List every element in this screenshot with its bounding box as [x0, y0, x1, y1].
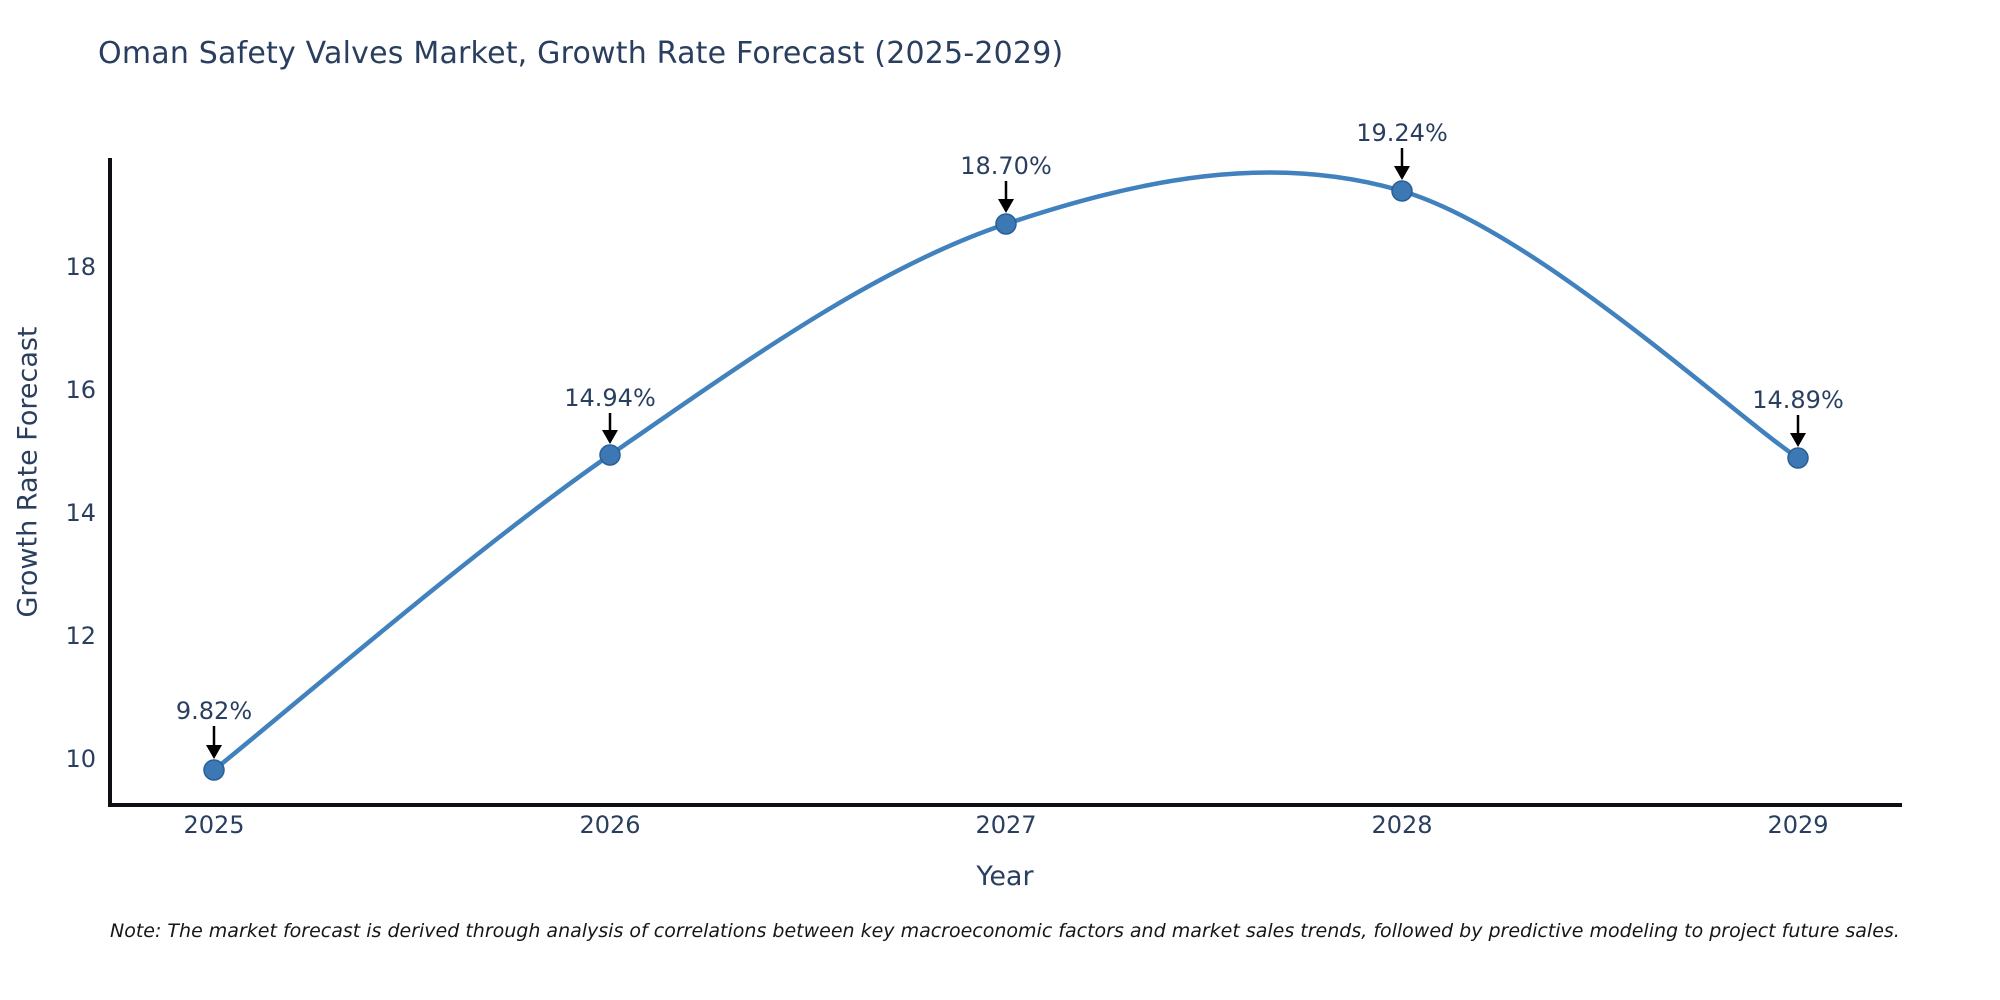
trend-line	[211, 170, 1801, 773]
point-label-2029: 14.89%	[1752, 386, 1844, 414]
x-tick-2027: 2027	[975, 811, 1037, 839]
y-tick-16: 16	[65, 376, 96, 404]
annotation-arrowhead-2026	[602, 430, 618, 444]
annotation-arrowhead-2025	[206, 745, 222, 759]
data-point-2028	[1391, 180, 1413, 202]
x-tick-2025: 2025	[183, 811, 245, 839]
x-tick-2026: 2026	[579, 811, 641, 839]
point-label-2025: 9.82%	[175, 697, 253, 725]
footnote: Note: The market forecast is derived thr…	[110, 920, 1900, 942]
y-tick-14: 14	[65, 499, 96, 527]
point-label-2028: 19.24%	[1356, 119, 1448, 147]
x-tick-2029: 2029	[1767, 811, 1829, 839]
y-tick-18: 18	[65, 253, 96, 281]
point-label-2026: 14.94%	[564, 384, 656, 412]
data-point-2029	[1787, 447, 1809, 469]
y-tick-12: 12	[65, 622, 96, 650]
data-point-2025	[203, 759, 225, 781]
y-tick-10: 10	[65, 745, 96, 773]
x-tick-2028: 2028	[1371, 811, 1433, 839]
x-axis-title: Year	[976, 861, 1034, 892]
chart-title: Oman Safety Valves Market, Growth Rate F…	[98, 36, 1064, 71]
annotation-arrowhead-2029	[1790, 433, 1806, 447]
annotation-arrowhead-2027	[998, 199, 1014, 213]
annotation-arrowhead-2028	[1394, 166, 1410, 180]
data-point-2026	[599, 444, 621, 466]
y-axis-title: Growth Rate Forecast	[12, 326, 44, 618]
point-label-2027: 18.70%	[960, 152, 1052, 180]
data-point-2027	[995, 213, 1017, 235]
